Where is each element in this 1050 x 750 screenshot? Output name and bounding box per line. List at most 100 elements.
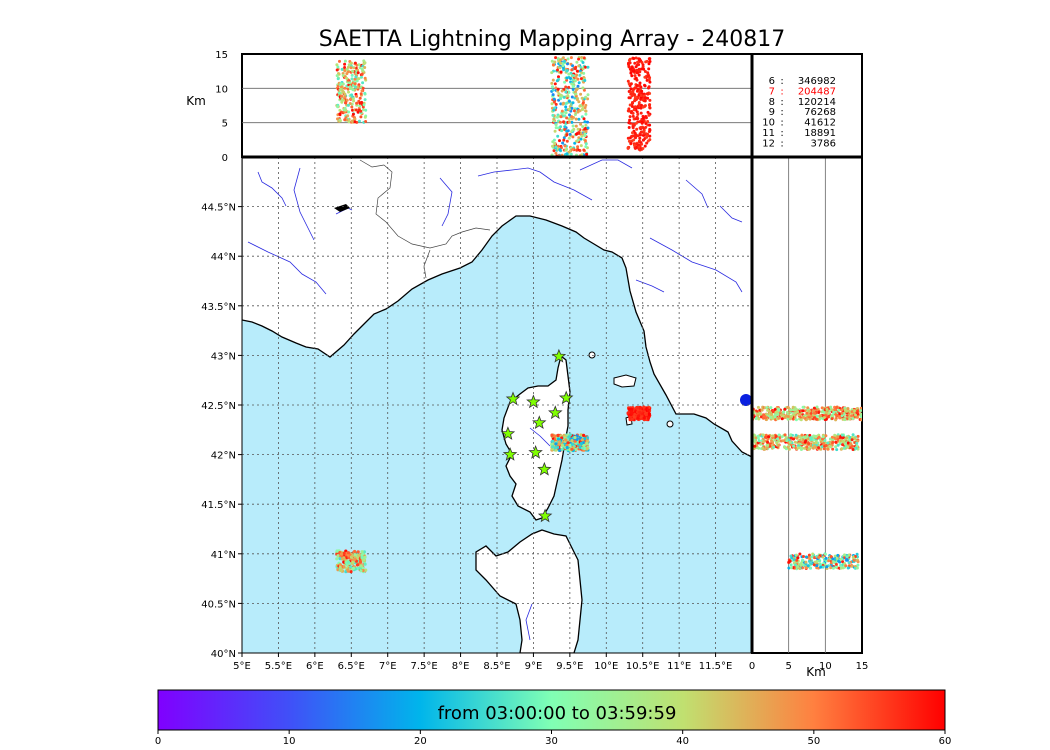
latitude-source-point	[850, 444, 854, 448]
altitude-source-point	[358, 104, 362, 108]
altitude-source-point	[582, 148, 586, 152]
map-xtick-label: 10.5°E	[626, 661, 660, 672]
altitude-source-point	[353, 82, 357, 86]
altitude-source-point	[556, 144, 560, 148]
altitude-source-point	[579, 137, 583, 141]
latitude-source-point	[822, 442, 826, 445]
altitude-source-point	[583, 139, 587, 142]
altitude-source-point	[354, 108, 358, 112]
colorbar-tick-label: 30	[545, 736, 558, 747]
latitude-source-point	[780, 417, 784, 421]
altitude-source-point	[637, 103, 641, 106]
altitude-source-point	[567, 136, 571, 140]
star-icon	[532, 415, 547, 429]
latitude-source-point	[821, 437, 824, 441]
altitude-source-point	[627, 126, 631, 129]
altitude-source-point	[559, 58, 563, 62]
altitude-source-point	[335, 63, 339, 67]
star-icon	[551, 348, 567, 363]
altitude-source-point	[561, 56, 565, 60]
latitude-source-point	[818, 559, 822, 563]
latitude-source-point	[790, 556, 794, 560]
latitude-source-point	[789, 566, 793, 570]
lightning-source-point	[354, 559, 359, 563]
altitude-source-point	[632, 57, 636, 60]
altitude-source-point	[584, 142, 588, 146]
lightning-source-point	[581, 446, 585, 450]
latitude-source-point	[775, 441, 779, 445]
altitude-source-point	[350, 119, 354, 123]
latitude-source-point	[860, 418, 862, 422]
altitude-source-point	[357, 119, 361, 123]
latitude-source-point	[817, 446, 821, 450]
altitude-source-point	[559, 70, 563, 74]
latitude-source-point	[797, 446, 801, 450]
altitude-source-point	[627, 82, 631, 86]
latitude-source-point	[810, 562, 814, 566]
altitude-source-point	[558, 120, 562, 124]
right-xtick-label: 15	[856, 661, 869, 672]
latitude-source-point	[787, 566, 791, 570]
altitude-source-point	[571, 88, 575, 91]
altitude-source-point	[574, 124, 578, 128]
latitude-source-point	[846, 407, 850, 411]
altitude-source-point	[631, 101, 634, 104]
altitude-source-point	[586, 97, 590, 101]
latitude-source-point	[766, 444, 770, 447]
latitude-source-point	[770, 413, 774, 416]
latitude-source-point	[800, 433, 804, 437]
altitude-longitude-panel: 0 5 10 15 Km	[186, 50, 753, 164]
altitude-source-point	[560, 89, 564, 93]
altitude-source-point	[647, 85, 651, 89]
altitude-source-point	[570, 106, 574, 110]
altitude-source-point	[559, 125, 563, 129]
colorbar-gradient	[157, 689, 946, 731]
altitude-source-point	[556, 68, 559, 72]
latitude-source-point	[843, 408, 847, 412]
lake	[334, 204, 350, 212]
latitude-source-point	[845, 558, 849, 562]
altitude-source-point	[579, 77, 583, 81]
altitude-source-point	[563, 80, 567, 84]
latitude-source-point	[789, 408, 793, 412]
time-colorbar: from 03:00:00 to 03:59:59 0 10 20 30 40 50 60	[155, 689, 951, 747]
latitude-source-point	[813, 560, 817, 564]
altitude-source-point	[350, 77, 354, 81]
altitude-source-point	[575, 73, 579, 77]
altitude-source-point	[567, 85, 571, 89]
altitude-source-point	[560, 94, 564, 98]
altitude-source-point	[648, 106, 652, 109]
altitude-source-point	[358, 66, 362, 70]
latitude-source-point	[808, 557, 812, 560]
latitude-source-point	[766, 440, 770, 444]
latitude-source-point	[834, 562, 838, 566]
latitude-source-point	[794, 418, 798, 422]
altitude-source-point	[574, 117, 578, 121]
altitude-source-point	[632, 69, 636, 73]
altitude-source-point	[351, 97, 355, 101]
altitude-source-point	[353, 85, 357, 89]
altitude-source-point	[633, 61, 637, 65]
count-value: 41612	[804, 118, 836, 129]
lightning-source-point	[550, 442, 554, 446]
altitude-source-point	[563, 59, 566, 63]
latitude-source-point	[825, 565, 829, 569]
altitude-source-point	[555, 79, 559, 83]
lightning-source-point	[629, 410, 634, 414]
altitude-source-point	[338, 88, 342, 92]
altitude-source-point	[551, 93, 555, 97]
altitude-source-point	[565, 69, 569, 73]
latitude-source-point	[793, 415, 797, 419]
top-ytick-label: 10	[215, 84, 228, 95]
lightning-source-point	[630, 417, 634, 421]
latitude-source-point	[841, 443, 845, 447]
latitude-source-point	[824, 434, 828, 438]
lightning-source-point	[338, 565, 342, 570]
altitude-source-point	[358, 96, 362, 100]
altitude-source-point	[638, 70, 642, 74]
map-ytick-label: 44.5°N	[201, 203, 236, 214]
lightning-source-point	[554, 442, 558, 446]
altitude-source-point	[568, 149, 572, 153]
count-value: 3786	[811, 138, 836, 149]
altitude-source-point	[347, 90, 350, 94]
